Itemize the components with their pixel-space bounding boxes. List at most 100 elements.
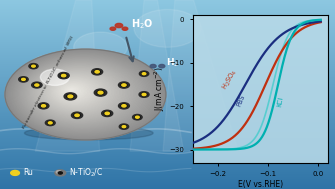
Circle shape: [31, 82, 42, 88]
Bar: [0, 161, 335, 162]
Bar: [0, 28, 335, 29]
Circle shape: [68, 88, 76, 93]
Bar: [0, 180, 335, 181]
Bar: [0, 187, 335, 188]
Circle shape: [12, 53, 156, 135]
Bar: [0, 169, 335, 170]
Circle shape: [9, 52, 159, 137]
Circle shape: [13, 54, 155, 134]
Circle shape: [7, 50, 163, 138]
Circle shape: [63, 86, 82, 96]
Circle shape: [58, 172, 62, 174]
Bar: [0, 84, 335, 85]
Bar: [0, 83, 335, 84]
Circle shape: [65, 87, 79, 94]
Bar: [0, 64, 335, 65]
Bar: [0, 137, 335, 138]
Bar: [0, 82, 335, 83]
Bar: [0, 181, 335, 182]
Circle shape: [104, 112, 110, 115]
Bar: [0, 101, 335, 102]
Bar: [0, 166, 335, 167]
Bar: [0, 150, 335, 151]
Bar: [0, 162, 335, 163]
Bar: [0, 71, 335, 72]
Circle shape: [8, 51, 161, 137]
Bar: [0, 41, 335, 42]
Bar: [0, 104, 335, 105]
Circle shape: [64, 93, 77, 100]
Bar: [0, 88, 335, 89]
Bar: [0, 184, 335, 185]
Circle shape: [38, 70, 118, 115]
Bar: [0, 143, 335, 144]
Bar: [0, 61, 335, 62]
Bar: [0, 86, 335, 87]
Bar: [0, 30, 335, 31]
Circle shape: [48, 76, 104, 108]
Bar: [0, 1, 335, 2]
Bar: [0, 43, 335, 44]
Circle shape: [15, 55, 152, 132]
Bar: [0, 69, 335, 70]
Bar: [0, 27, 335, 28]
Circle shape: [71, 112, 83, 119]
Bar: [0, 36, 335, 37]
Text: Ru: Ru: [23, 168, 32, 177]
Bar: [0, 171, 335, 172]
Bar: [0, 87, 335, 88]
Bar: [0, 135, 335, 136]
Bar: [0, 74, 335, 75]
Circle shape: [6, 50, 164, 139]
Circle shape: [34, 83, 40, 87]
Bar: [0, 168, 335, 169]
Bar: [0, 60, 335, 61]
Circle shape: [24, 61, 139, 126]
Circle shape: [50, 77, 101, 106]
X-axis label: E(V vs.RHE): E(V vs.RHE): [238, 180, 283, 189]
Polygon shape: [130, 0, 184, 151]
Bar: [0, 45, 335, 46]
Circle shape: [22, 60, 140, 127]
Bar: [0, 37, 335, 38]
Bar: [0, 100, 335, 101]
Circle shape: [55, 80, 95, 103]
Bar: [0, 151, 335, 152]
Circle shape: [14, 55, 153, 133]
Bar: [0, 26, 335, 27]
Bar: [0, 172, 335, 173]
Bar: [0, 106, 335, 107]
Bar: [0, 126, 335, 127]
Bar: [0, 96, 335, 97]
Circle shape: [115, 23, 123, 28]
Circle shape: [32, 66, 126, 119]
Circle shape: [45, 120, 55, 126]
Bar: [0, 148, 335, 149]
Circle shape: [31, 65, 36, 68]
Bar: [0, 47, 335, 48]
Bar: [0, 23, 335, 24]
Text: N-TiO$_2$/C: N-TiO$_2$/C: [69, 167, 103, 179]
Bar: [0, 63, 335, 64]
Circle shape: [64, 86, 80, 95]
Bar: [0, 7, 335, 8]
Circle shape: [141, 72, 147, 75]
Bar: [0, 53, 335, 54]
Circle shape: [159, 64, 165, 68]
Polygon shape: [35, 0, 99, 151]
Circle shape: [95, 71, 99, 73]
Bar: [0, 52, 335, 53]
Bar: [0, 81, 335, 82]
Circle shape: [70, 90, 73, 91]
Bar: [0, 123, 335, 124]
Bar: [0, 134, 335, 135]
Bar: [0, 29, 335, 30]
Bar: [0, 78, 335, 79]
Bar: [0, 176, 335, 177]
Circle shape: [58, 82, 90, 100]
Circle shape: [121, 83, 127, 87]
Bar: [0, 4, 335, 5]
Bar: [0, 170, 335, 171]
Bar: [0, 154, 335, 155]
Circle shape: [45, 74, 109, 110]
